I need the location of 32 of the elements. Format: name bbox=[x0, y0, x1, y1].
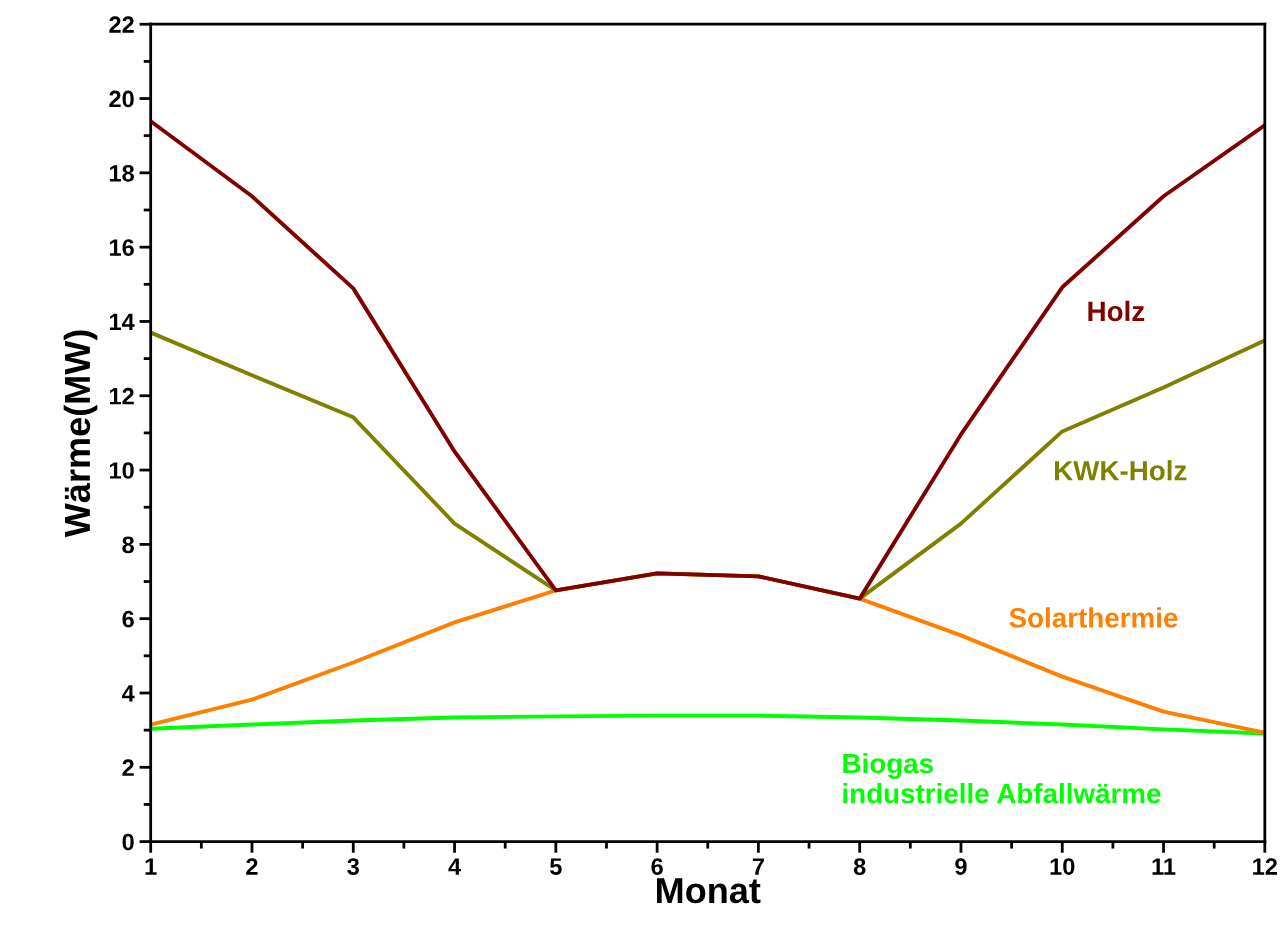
x-tick-label: 11 bbox=[1152, 858, 1176, 875]
series-label: KWK-Holz bbox=[1054, 460, 1187, 481]
x-tick-label: 2 bbox=[246, 858, 258, 875]
x-tick-label: 12 bbox=[1253, 858, 1277, 875]
y-tick-label: 8 bbox=[122, 536, 134, 554]
series-label: Biogas industrielle Abfallwärme bbox=[843, 752, 1161, 804]
y-tick-label: 6 bbox=[122, 610, 134, 628]
x-tick-label: 4 bbox=[448, 858, 461, 875]
y-tick-label: 16 bbox=[109, 239, 134, 256]
x-tick-label: 3 bbox=[347, 858, 359, 875]
x-tick-label: 6 bbox=[651, 858, 663, 875]
y-tick-label: 12 bbox=[109, 387, 134, 405]
x-tick-label: 5 bbox=[549, 858, 562, 875]
y-tick-label: 2 bbox=[122, 759, 134, 776]
y-tick-label: 18 bbox=[109, 164, 134, 182]
y-tick-label: 22 bbox=[109, 16, 134, 33]
x-axis-title: Monat bbox=[657, 878, 761, 904]
y-tick-label: 0 bbox=[122, 833, 134, 851]
y-tick-label: 4 bbox=[121, 685, 135, 702]
x-tick-label: 8 bbox=[853, 858, 866, 875]
x-tick-label: 1 bbox=[145, 858, 157, 875]
y-axis-title: Wärme(MW) bbox=[63, 330, 98, 538]
line-series bbox=[150, 119, 1265, 601]
y-tick-label: 10 bbox=[109, 462, 134, 479]
y-tick-label: 20 bbox=[109, 90, 134, 108]
y-tick-label: 14 bbox=[109, 313, 135, 331]
x-tick-label: 7 bbox=[752, 858, 764, 875]
series-label: Solarthermie bbox=[1009, 607, 1178, 628]
x-tick-label: 9 bbox=[955, 858, 967, 875]
line-series bbox=[150, 713, 1265, 736]
series-label: Holz bbox=[1088, 300, 1145, 322]
x-tick-label: 10 bbox=[1050, 858, 1075, 875]
